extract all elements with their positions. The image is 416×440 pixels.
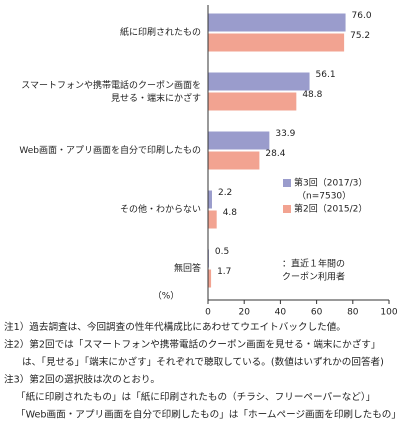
bar [208, 13, 346, 32]
value-label: 33.9 [275, 129, 295, 139]
value-label: 75.2 [350, 31, 370, 41]
legend-swatch [283, 205, 291, 213]
category-label: その他・わからない [120, 203, 201, 215]
value-label: 76.0 [352, 11, 372, 21]
value-label: 28.4 [265, 149, 285, 159]
bar [208, 190, 212, 209]
note: 注2）第2回では「スマートフォンや携帯電話のクーポン画面を見せる・端末にかざす」 [4, 339, 380, 351]
x-tick-label: 0 [205, 308, 211, 318]
note: 「紙に印刷されたもの」は「紙に印刷されたもの（チラシ、フリーペーパーなど）」 [16, 391, 375, 403]
bar [208, 131, 270, 150]
category-label: 無回答 [174, 262, 201, 274]
category-label: 紙に印刷されたもの [120, 26, 201, 38]
note: は、「見せる」「端末にかざす」それぞれで聴取している。(数値はいずれかの回答者) [22, 356, 384, 368]
legend-swatch [283, 179, 291, 187]
x-tick-label: 40 [275, 308, 287, 318]
x-axis-label: （%） [153, 291, 180, 302]
value-label: 2.2 [218, 188, 232, 198]
value-label: 48.8 [302, 90, 322, 100]
annotation: ：直近１年間のクーポン利用者 [282, 257, 345, 282]
legend-label: 第2回（2015/2） [294, 203, 367, 215]
category-label: Web画面・アプリ画面を自分で印刷したもの [19, 144, 201, 156]
legend-note: （n=7530） [297, 191, 351, 202]
bar [208, 269, 212, 288]
x-tick-label: 20 [238, 308, 250, 318]
note: 注3）第2回の選択肢は次のとおり。 [4, 374, 160, 386]
bar [208, 33, 345, 52]
x-tick-label: 80 [347, 308, 359, 318]
value-label: 56.1 [316, 70, 336, 80]
note: 「Web画面・アプリ画面を自分で印刷したもの」は「ホームページ画面を印刷したもの… [16, 409, 401, 421]
value-label: 4.8 [223, 208, 238, 218]
x-tick-label: 60 [311, 308, 323, 318]
bar [208, 92, 297, 111]
legend-label: 第3回（2017/3） [294, 177, 367, 189]
note: 注1）過去調査は、今回調査の性年代構成比にあわせてウエイトバックした値。 [4, 321, 346, 333]
category-label: スマートフォンや携帯電話のクーポン画面を見せる・端末にかざす [21, 79, 201, 104]
bar [208, 210, 217, 229]
value-label: 1.7 [217, 267, 231, 277]
value-label: 0.5 [215, 247, 229, 257]
bar [208, 151, 260, 170]
x-tick-label: 100 [380, 308, 397, 318]
bar [208, 72, 310, 91]
